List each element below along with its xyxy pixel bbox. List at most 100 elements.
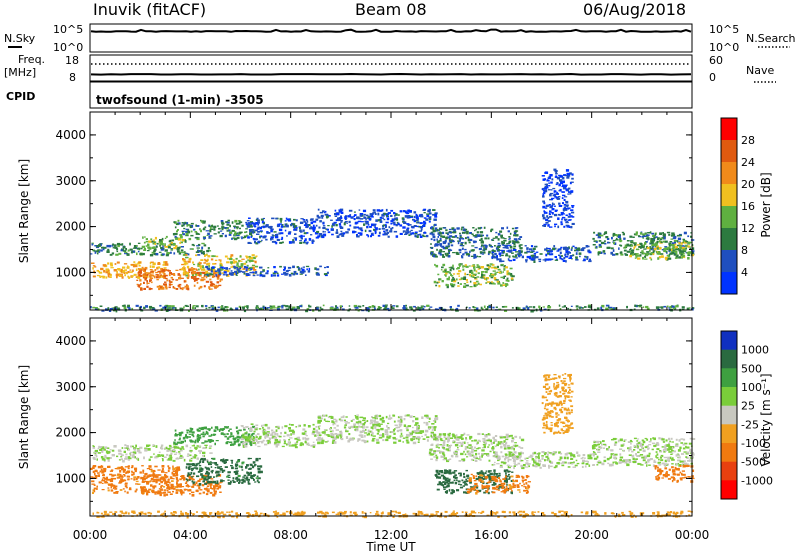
scatter-cell: [474, 255, 477, 259]
scatter-cell: [642, 256, 644, 260]
scatter-cell: [126, 253, 130, 256]
scatter-cell: [157, 262, 160, 264]
scatter-cell: [249, 225, 253, 228]
scatter-cell: [239, 255, 242, 258]
scatter-cell: [116, 307, 120, 310]
scatter-cell: [188, 463, 193, 465]
scatter-cell: [395, 218, 399, 221]
scatter-cell: [138, 451, 141, 454]
scatter-cell: [480, 237, 483, 241]
scatter-cell: [314, 267, 317, 270]
scatter-cell: [689, 241, 693, 244]
scatter-cell: [214, 467, 217, 469]
scatter-cell: [189, 454, 192, 457]
scatter-cell: [549, 226, 553, 228]
scatter-cell: [469, 273, 471, 277]
scatter-cell: [202, 480, 205, 483]
scatter-cell: [187, 474, 189, 477]
scatter-cell: [378, 228, 381, 230]
scatter-cell: [673, 235, 677, 239]
scatter-cell: [207, 258, 209, 262]
scatter-cell: [221, 228, 224, 231]
scatter-cell: [416, 426, 418, 429]
scatter-cell: [681, 246, 686, 250]
scatter-cell: [157, 262, 161, 265]
scatter-cell: [356, 221, 359, 224]
scatter-cell: [173, 246, 177, 250]
scatter-cell: [189, 493, 191, 495]
scatter-cell: [146, 490, 150, 493]
scatter-cell: [310, 221, 314, 225]
scatter-cell: [188, 430, 192, 433]
scatter-cell: [408, 210, 412, 213]
scatter-cell: [177, 447, 180, 449]
scatter-cell: [235, 226, 239, 229]
scatter-cell: [284, 267, 286, 270]
scatter-cell: [163, 283, 167, 286]
scatter-cell: [211, 469, 214, 472]
scatter-cell: [518, 255, 521, 258]
scatter-cell: [494, 272, 497, 275]
scatter-cell: [208, 435, 212, 437]
scatter-cell: [233, 471, 236, 474]
scatter-cell: [482, 234, 484, 237]
scatter-cell: [271, 234, 274, 236]
scatter-cell: [252, 465, 255, 469]
scatter-cell: [256, 441, 260, 444]
scatter-cell: [620, 245, 623, 247]
scatter-cell: [213, 433, 215, 436]
scatter-cell: [382, 439, 385, 442]
scatter-cell: [332, 222, 335, 225]
scatter-cell: [252, 271, 255, 274]
scatter-cell: [184, 221, 187, 225]
scatter-cell: [170, 484, 174, 487]
scatter-cell: [238, 305, 241, 308]
scatter-cell: [451, 285, 455, 288]
scatter-cell: [186, 265, 190, 269]
scatter-cell: [393, 212, 396, 214]
scatter-cell: [94, 266, 97, 268]
scatter-cell: [151, 251, 155, 254]
scatter-cell: [115, 253, 119, 256]
scatter-cell: [110, 483, 113, 485]
scatter-cell: [195, 268, 198, 270]
scatter-cell: [415, 438, 420, 440]
scatter-cell: [440, 269, 443, 271]
scatter-cell: [299, 221, 304, 224]
scatter-cell: [175, 443, 178, 446]
scatter-cell: [280, 225, 284, 228]
scatter-cell: [338, 209, 342, 213]
scatter-cell: [123, 271, 126, 274]
scatter-cell: [246, 305, 249, 308]
scatter-cell: [646, 234, 650, 236]
scatter-cell: [632, 236, 635, 238]
scatter-cell: [294, 446, 298, 449]
scatter-cell: [206, 432, 209, 435]
scatter-cell: [368, 430, 372, 433]
scatter-cell: [575, 248, 579, 251]
scatter-cell: [159, 241, 162, 244]
scatter-cell: [211, 426, 213, 429]
scatter-cell: [306, 226, 309, 229]
scatter-cell: [98, 271, 103, 274]
scatter-cell: [188, 485, 191, 487]
scatter-cell: [197, 254, 201, 256]
scatter-cell: [669, 252, 673, 255]
scatter-cell: [659, 232, 662, 235]
scatter-cell: [159, 304, 162, 307]
scatter-cell: [176, 441, 181, 444]
scatter-cell: [430, 252, 433, 254]
scatter-cell: [528, 306, 533, 308]
scatter-cell: [444, 268, 447, 271]
scatter-cell: [501, 242, 505, 245]
scatter-cell: [281, 224, 284, 226]
scatter-cell: [249, 271, 253, 274]
scatter-cell: [100, 447, 104, 450]
scatter-cell: [357, 422, 360, 425]
scatter-cell: [90, 253, 93, 255]
scatter-cell: [345, 231, 349, 234]
scatter-cell: [478, 248, 482, 251]
scatter-cell: [364, 229, 367, 233]
scatter-cell: [425, 421, 429, 425]
scatter-cell: [524, 251, 528, 254]
